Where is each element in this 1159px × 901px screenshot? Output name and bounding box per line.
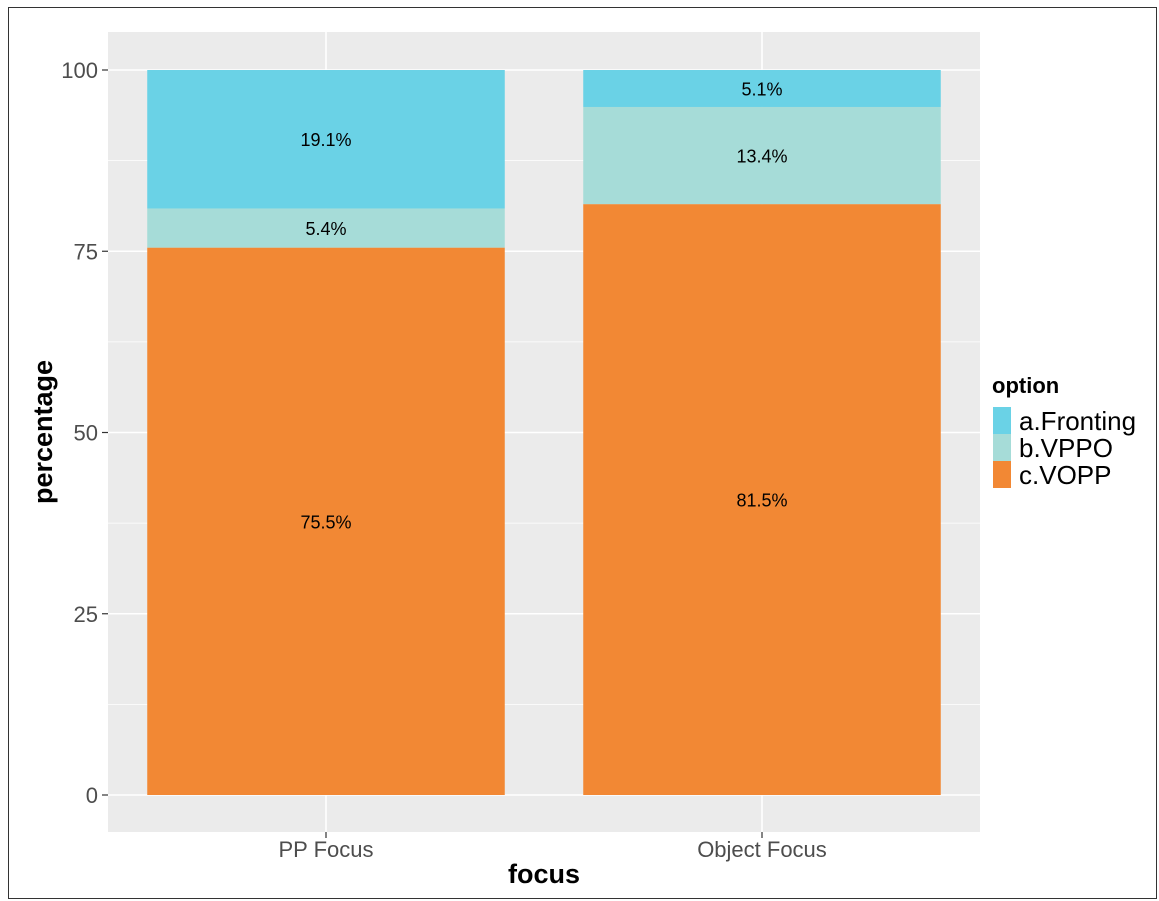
bar-value-label: 81.5% [736, 491, 787, 511]
plot-frame [8, 7, 1157, 899]
bars [147, 70, 941, 795]
bar-value-label: 5.1% [741, 79, 782, 99]
y-tick-label: 100 [61, 58, 98, 83]
legend-swatch [993, 407, 1011, 434]
bar-segment [147, 208, 505, 248]
x-tick-label: Object Focus [697, 837, 827, 862]
legend-label: c.VOPP [1019, 460, 1111, 490]
x-axis: PP Focus Object Focus [279, 832, 827, 862]
legend-swatch [993, 434, 1011, 461]
bar-segment [147, 247, 505, 795]
bar-value-label: 75.5% [300, 512, 351, 532]
bar-labels: 75.5% 5.4% 19.1% 81.5% 13.4% 5.1% [300, 79, 787, 532]
legend-label: b.VPPO [1019, 433, 1113, 463]
bar-segment [147, 70, 505, 209]
x-tick-label: PP Focus [279, 837, 374, 862]
y-tick-label: 50 [74, 421, 98, 446]
legend-title: option [992, 373, 1059, 398]
legend-swatch [993, 461, 1011, 488]
bar-value-label: 13.4% [736, 147, 787, 167]
bar-segment [583, 106, 941, 205]
y-tick-label: 0 [86, 783, 98, 808]
bar-value-label: 19.1% [300, 130, 351, 150]
bar-value-label: 5.4% [305, 219, 346, 239]
y-tick-label: 25 [74, 602, 98, 627]
bar-segment [583, 204, 941, 795]
bar-segment [583, 70, 941, 107]
y-axis: 0 25 50 75 100 [61, 58, 108, 808]
y-tick-label: 75 [74, 239, 98, 264]
y-axis-title: percentage [28, 360, 58, 504]
x-axis-title: focus [508, 859, 580, 889]
legend-label: a.Fronting [1019, 406, 1136, 436]
